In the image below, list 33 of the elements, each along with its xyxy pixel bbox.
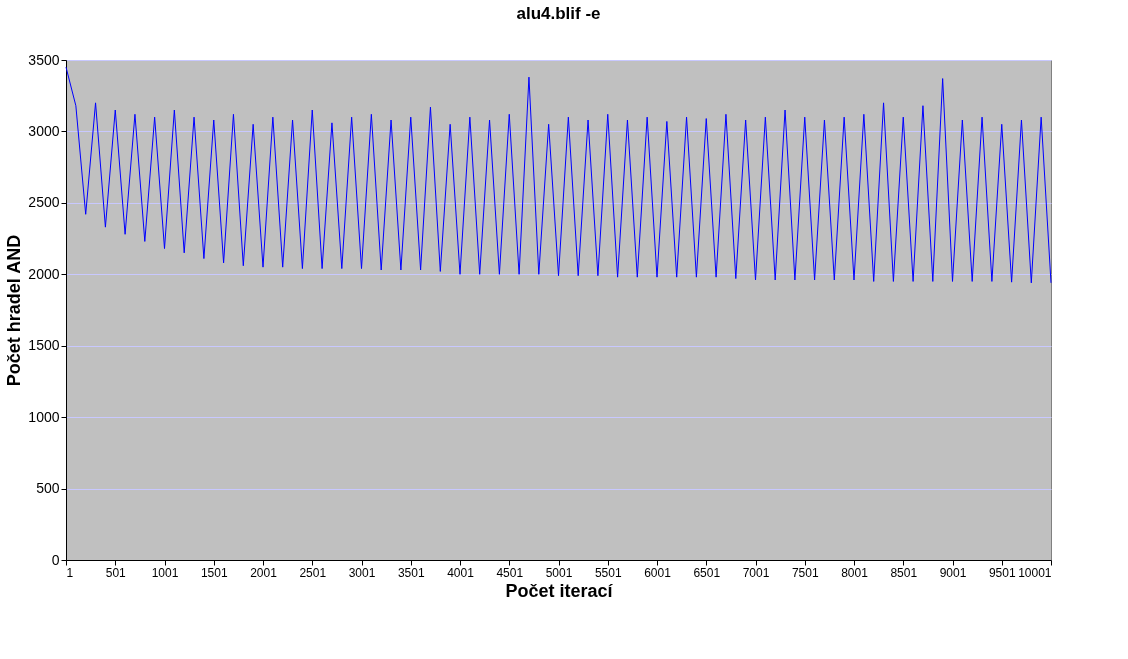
x-tick-label: 3501: [397, 565, 425, 580]
x-tick-label: 1: [66, 565, 74, 580]
x-tick-label: 5501: [594, 565, 622, 580]
y-tick-label: 2000: [28, 265, 60, 282]
x-tick-label: 6001: [644, 565, 672, 580]
x-tick-label: 4501: [496, 565, 524, 580]
y-tick-label: 500: [36, 480, 60, 497]
chart-title: alu4.blif -e: [516, 4, 601, 23]
x-tick-label: 501: [105, 565, 127, 580]
line-series: [65, 66, 1052, 284]
x-tick-label: 7001: [742, 565, 770, 580]
x-tick-label: 5001: [545, 565, 573, 580]
x-tick-label: 4001: [447, 565, 475, 580]
x-tick-label: 8501: [890, 565, 918, 580]
y-tick-label: 1500: [28, 337, 60, 354]
x-tick-label: 9501: [988, 565, 1016, 580]
x-tick-label: 2001: [250, 565, 278, 580]
x-tick-label: 1501: [200, 565, 228, 580]
x-tick-label: 1001: [151, 565, 179, 580]
y-tick-label: 3000: [28, 122, 60, 139]
y-tick-label: 0: [51, 551, 60, 568]
y-axis-title: Počet hradel AND: [4, 234, 25, 387]
x-tick-label: 3001: [348, 565, 376, 580]
x-tick-label: 7501: [791, 565, 819, 580]
x-tick-label: 10001: [1018, 565, 1052, 580]
y-tick-label: 2500: [28, 194, 60, 211]
x-tick-label: 6501: [693, 565, 721, 580]
x-tick-label: 2501: [299, 565, 327, 580]
y-tick-label: 1000: [28, 408, 60, 425]
y-tick-label: 3500: [28, 51, 60, 68]
x-tick-label: 9001: [939, 565, 967, 580]
x-tick-label: 8001: [841, 565, 869, 580]
x-axis-title: Počet iterací: [505, 580, 614, 601]
